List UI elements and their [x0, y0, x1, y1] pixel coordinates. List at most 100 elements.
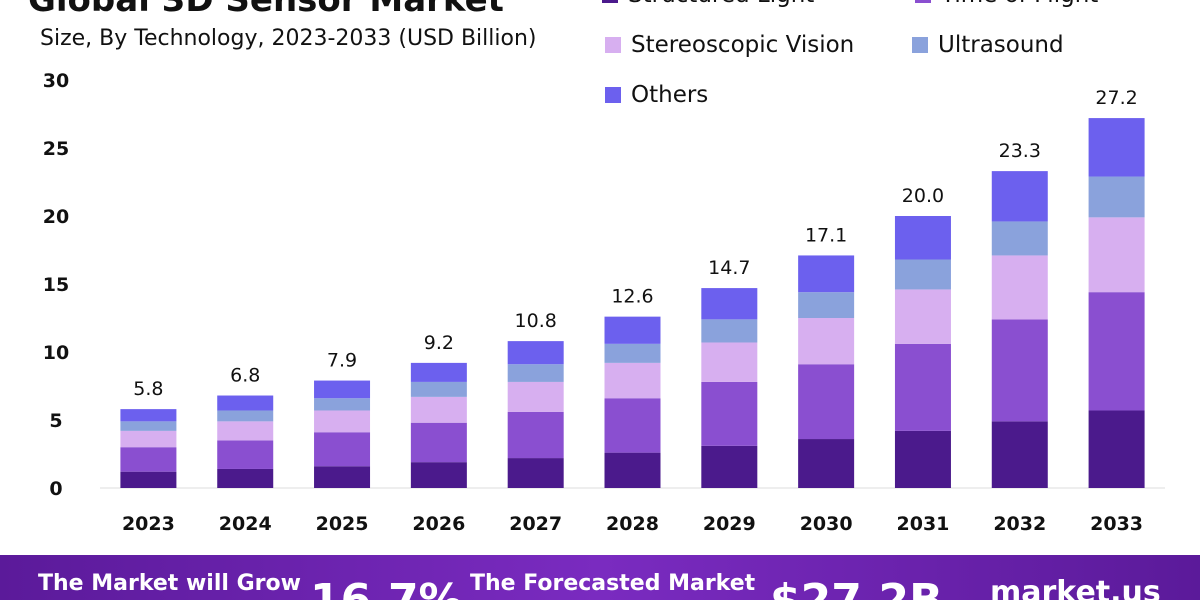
legend-swatch — [605, 87, 621, 103]
bar-segment-others — [507, 341, 564, 365]
bar-segment-others — [120, 409, 177, 422]
legend-swatch — [605, 37, 621, 53]
x-tick-label: 2025 — [316, 513, 369, 535]
legend-label: Structured Light — [628, 0, 814, 8]
legend-swatch — [602, 0, 618, 3]
bar-segment-stereoscopic-vision — [314, 410, 371, 433]
x-tick-label: 2027 — [509, 513, 562, 535]
bar-total-label: 10.8 — [515, 310, 557, 332]
x-tick-label: 2028 — [606, 513, 659, 535]
bar-segment-time-of-flight — [314, 432, 371, 467]
bar-segment-others — [604, 316, 661, 344]
y-tick-label: 15 — [43, 274, 69, 296]
bar-segment-stereoscopic-vision — [604, 362, 661, 399]
bar-segment-others — [894, 216, 951, 260]
bar-segment-structured-light — [991, 421, 1048, 488]
legend-label: Ultrasound — [938, 32, 1064, 58]
bar-segment-structured-light — [798, 439, 855, 488]
bar-segment-others — [410, 362, 467, 382]
bar-total-label: 7.9 — [327, 350, 357, 372]
bar-segment-stereoscopic-vision — [217, 421, 274, 441]
bar-segment-time-of-flight — [410, 422, 467, 463]
legend-item-structured-light: Structured Light — [602, 0, 814, 10]
bar-segment-others — [991, 171, 1048, 222]
bar-segment-structured-light — [217, 468, 274, 488]
bar-segment-ultrasound — [1088, 176, 1145, 218]
bar-segment-structured-light — [701, 445, 758, 488]
bar-segment-time-of-flight — [798, 364, 855, 440]
bar-total-label: 12.6 — [611, 286, 653, 308]
x-tick-label: 2026 — [412, 513, 465, 535]
bar-total-label: 23.3 — [999, 140, 1041, 162]
legend-item-stereoscopic-vision: Stereoscopic Vision — [605, 30, 854, 60]
bar-total-label: 20.0 — [902, 185, 944, 207]
banner-growth-text: The Market will Grow — [38, 571, 301, 596]
bar-segment-structured-light — [314, 466, 371, 488]
bar-segment-time-of-flight — [217, 440, 274, 469]
bar-segment-stereoscopic-vision — [1088, 217, 1145, 293]
bar-segment-structured-light — [604, 452, 661, 488]
bar-segment-time-of-flight — [120, 447, 177, 472]
bar-segment-ultrasound — [410, 381, 467, 397]
bar-segment-time-of-flight — [1088, 292, 1145, 411]
chart-subtitle: Size, By Technology, 2023-2033 (USD Bill… — [40, 26, 537, 51]
bar-segment-time-of-flight — [701, 381, 758, 446]
bar-segment-stereoscopic-vision — [410, 396, 467, 423]
bar-segment-ultrasound — [701, 319, 758, 343]
bar-total-label: 6.8 — [230, 365, 260, 387]
bar-segment-stereoscopic-vision — [991, 255, 1048, 320]
banner-forecast-text: The Forecasted Market — [470, 571, 756, 596]
chart-title: Global 3D Sensor Market — [28, 0, 504, 20]
x-tick-label: 2033 — [1090, 513, 1143, 535]
bar-total-label: 5.8 — [133, 378, 163, 400]
bar-segment-ultrasound — [894, 259, 951, 290]
bar-segment-others — [217, 395, 274, 411]
x-tick-label: 2030 — [800, 513, 853, 535]
bar-segment-stereoscopic-vision — [798, 318, 855, 365]
bar-segment-ultrasound — [798, 292, 855, 318]
y-tick-label: 5 — [49, 410, 62, 432]
bar-segment-stereoscopic-vision — [507, 381, 564, 412]
bar-segment-stereoscopic-vision — [894, 289, 951, 344]
legend-item-time-of-flight: Time of Flight — [915, 0, 1098, 10]
legend-swatch — [915, 0, 931, 3]
bar-segment-others — [314, 380, 371, 399]
y-tick-label: 10 — [43, 342, 69, 364]
y-tick-label: 0 — [49, 478, 62, 500]
banner-growth-value: 16.7% — [310, 575, 463, 600]
y-tick-label: 30 — [43, 70, 69, 92]
bar-total-label: 27.2 — [1095, 87, 1137, 109]
bar-segment-ultrasound — [314, 398, 371, 411]
bar-segment-ultrasound — [604, 343, 661, 363]
footer-banner: The Market will Grow 16.7% The Forecaste… — [0, 555, 1200, 600]
bar-segment-time-of-flight — [604, 398, 661, 453]
bar-segment-structured-light — [410, 462, 467, 488]
bar-segment-ultrasound — [991, 221, 1048, 256]
bar-segment-ultrasound — [120, 421, 177, 431]
bar-segment-others — [798, 255, 855, 293]
bar-segment-structured-light — [507, 458, 564, 488]
y-tick-label: 25 — [43, 138, 69, 160]
total-labels: 5.8 6.8 7.9 9.2 10.8 12.6 14.7 17.1 20.0 23.3 27.2 — [133, 87, 1137, 400]
bar-segment-others — [1088, 118, 1145, 177]
legend-swatch — [912, 37, 928, 53]
x-tick-label: 2032 — [993, 513, 1046, 535]
legend-item-others: Others — [605, 80, 708, 110]
bar-total-label: 9.2 — [424, 332, 454, 354]
bar-segment-stereoscopic-vision — [120, 430, 177, 448]
y-axis: 0 5 10 15 20 25 30 — [43, 70, 69, 500]
bar-segment-structured-light — [894, 430, 951, 488]
legend-item-ultrasound: Ultrasound — [912, 30, 1064, 60]
bar-segment-time-of-flight — [507, 411, 564, 459]
bar-segment-time-of-flight — [991, 319, 1048, 422]
legend-label: Time of Flight — [941, 0, 1098, 8]
banner-forecast-value: $27.2B — [770, 575, 943, 600]
bar-segment-time-of-flight — [894, 343, 951, 431]
x-tick-label: 2024 — [219, 513, 272, 535]
y-tick-label: 20 — [43, 206, 69, 228]
bar-segment-structured-light — [120, 471, 177, 488]
bars — [120, 118, 1145, 488]
bar-segment-ultrasound — [217, 410, 274, 422]
bar-total-label: 14.7 — [708, 257, 750, 279]
